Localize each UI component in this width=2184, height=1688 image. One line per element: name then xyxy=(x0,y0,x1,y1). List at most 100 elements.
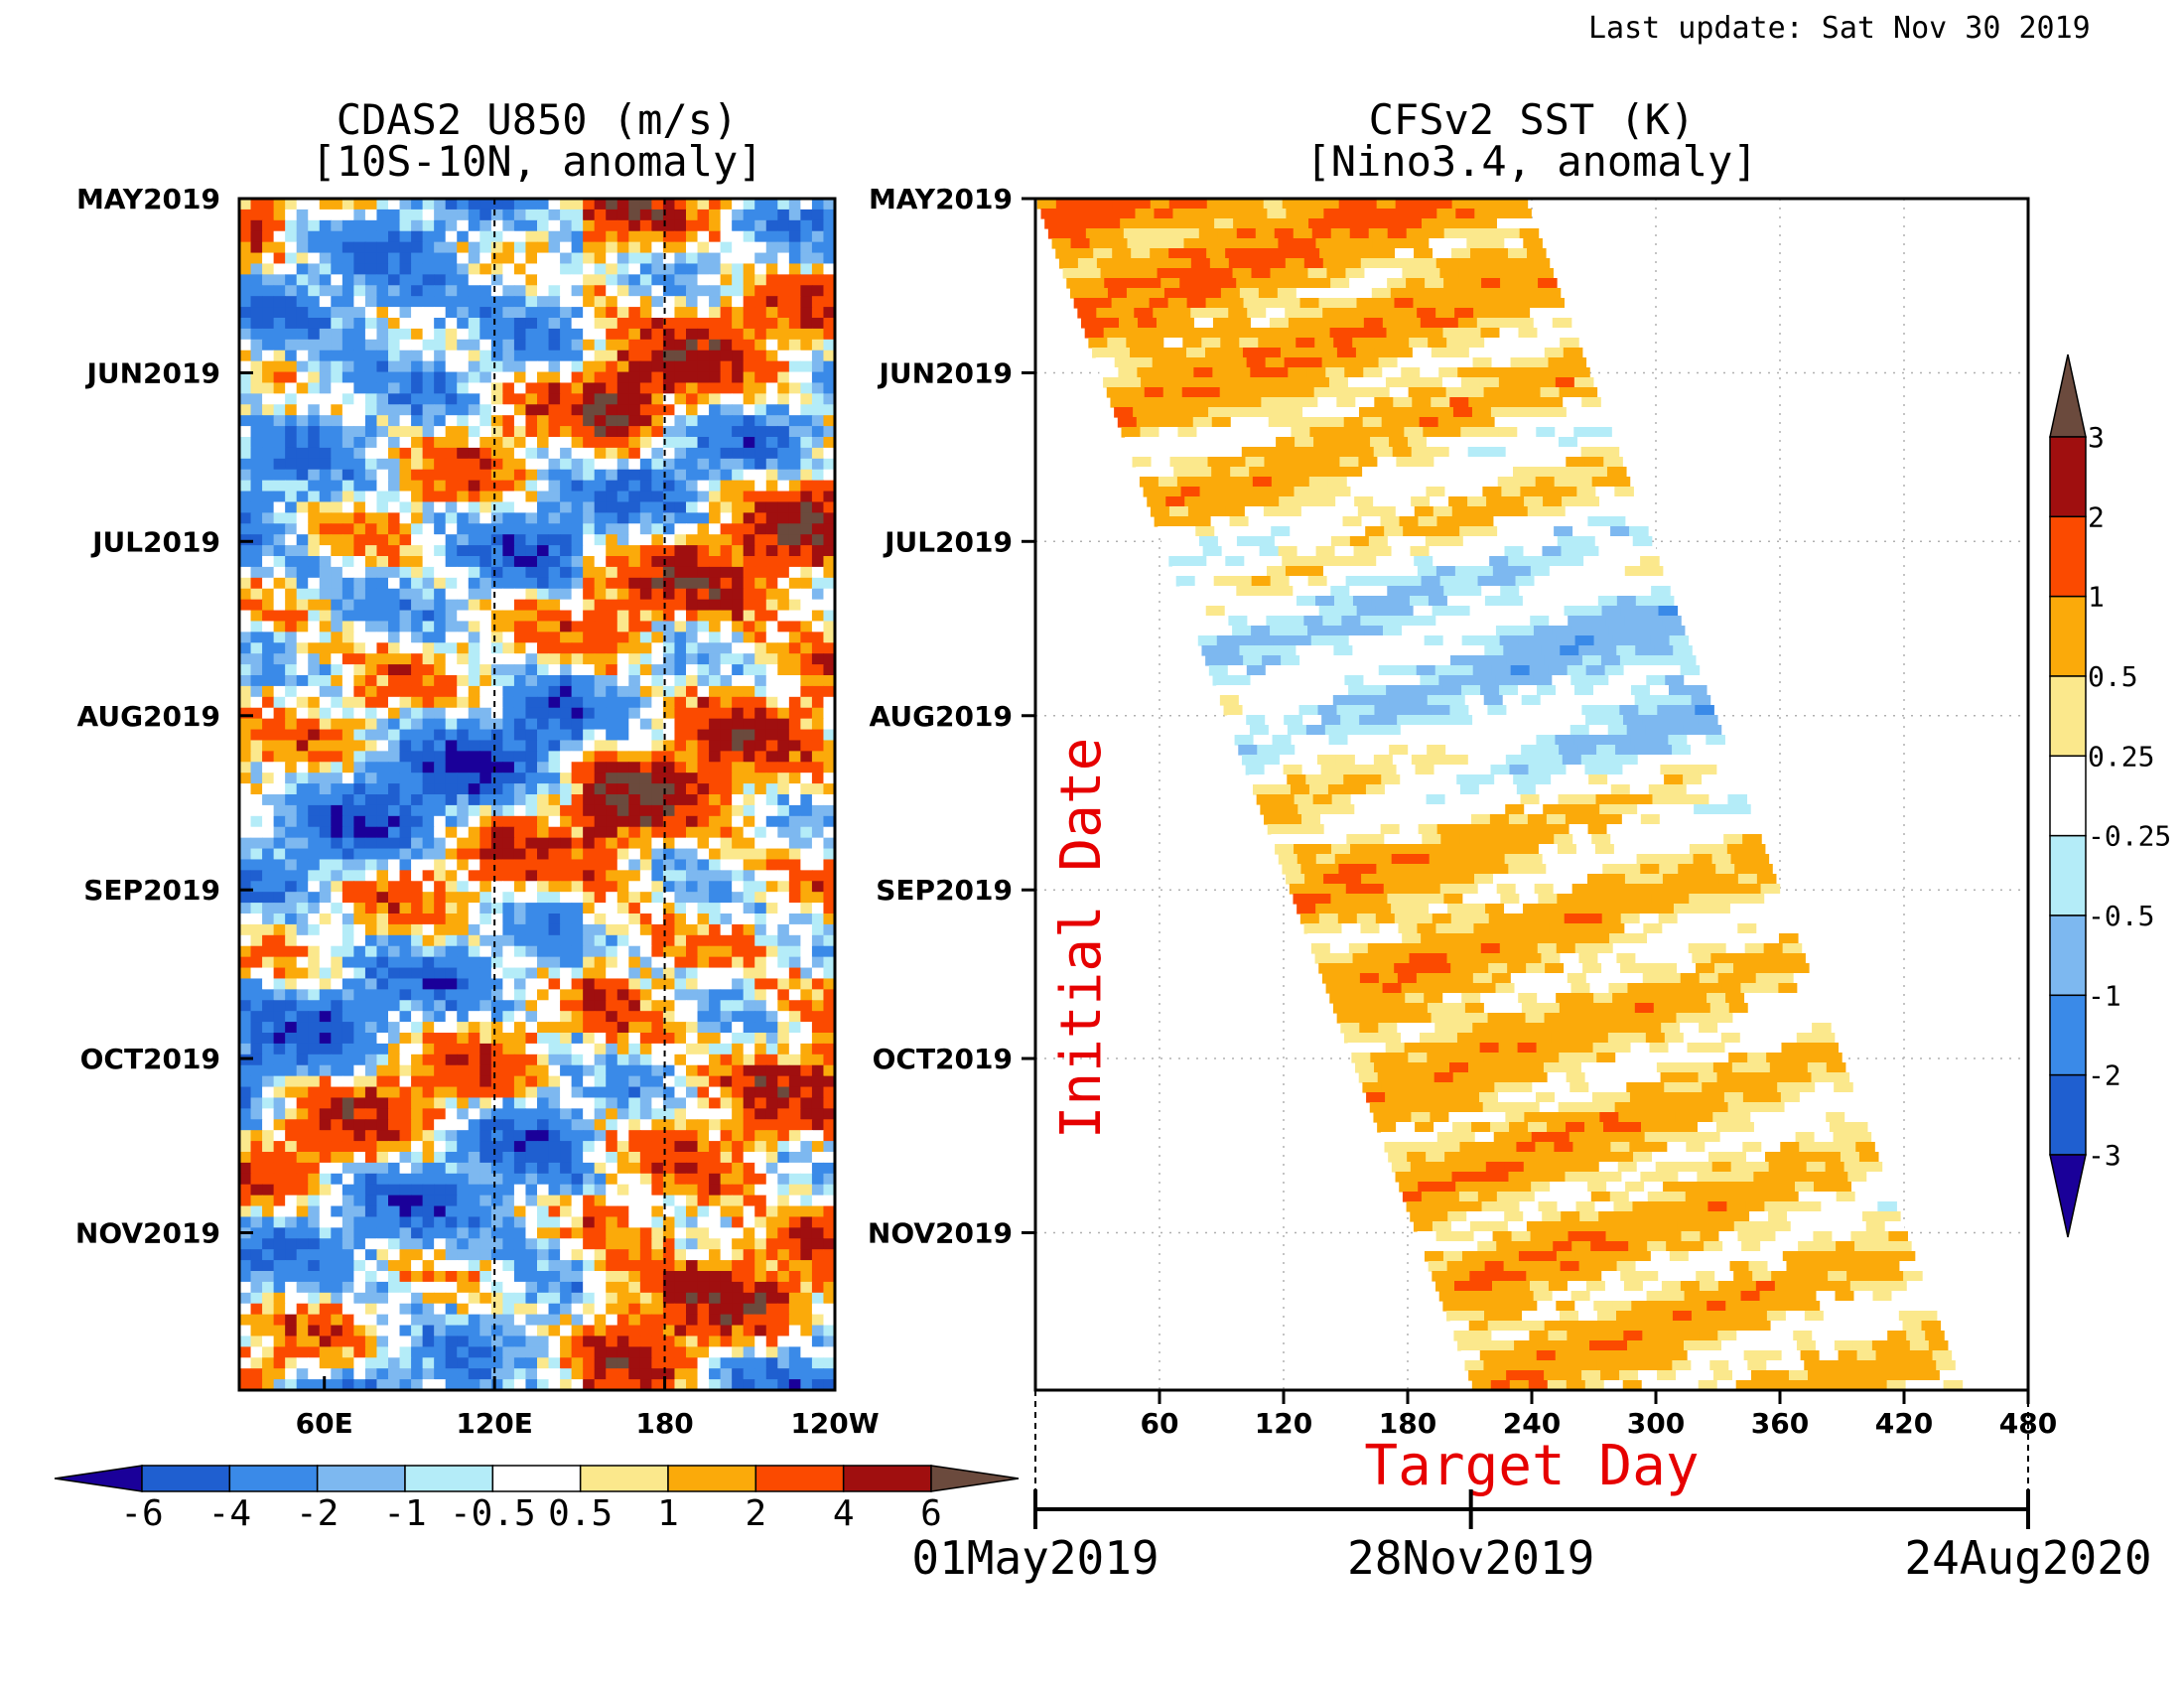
u850-cell xyxy=(445,1022,458,1034)
u850-cell xyxy=(709,199,722,211)
u850-cell xyxy=(239,1064,252,1077)
u850-cell xyxy=(422,404,435,416)
u850-cell xyxy=(445,1108,458,1120)
u850-cell xyxy=(468,1173,480,1186)
u850-cell xyxy=(388,923,401,936)
u850-cell xyxy=(388,415,401,427)
u850-cell xyxy=(720,664,733,676)
u850-cell xyxy=(262,1184,275,1196)
u850-cell xyxy=(811,914,825,925)
u850-cell xyxy=(651,773,664,784)
u850-cell xyxy=(434,1173,447,1186)
u850-cell xyxy=(296,230,309,243)
u850-cell xyxy=(754,1119,767,1131)
u850-cell xyxy=(639,1064,652,1077)
u850-cell xyxy=(490,675,503,687)
u850-cell xyxy=(800,837,813,850)
u850-cell xyxy=(285,426,298,438)
u850-cell xyxy=(422,1184,435,1196)
u850-cell xyxy=(639,1205,652,1218)
u850-cell xyxy=(548,881,561,893)
u850-cell xyxy=(502,610,515,623)
u850-cell xyxy=(788,350,801,362)
u850-cell xyxy=(754,1130,767,1142)
u850-cell xyxy=(331,241,343,254)
u850-cell xyxy=(616,426,629,438)
u850-cell xyxy=(388,447,401,460)
u850-cell xyxy=(388,783,401,795)
u850-cell xyxy=(273,328,286,341)
u850-cell xyxy=(239,610,252,623)
u850-cell xyxy=(537,773,550,784)
u850-cell xyxy=(686,945,699,958)
u850-cell xyxy=(445,1195,458,1207)
u850-cell xyxy=(765,588,778,601)
u850-cell xyxy=(376,1075,389,1088)
u850-cell xyxy=(250,1000,263,1012)
u850-cell xyxy=(502,815,515,828)
u850-cell xyxy=(434,469,447,482)
u850-cell xyxy=(765,783,778,795)
u850-cell xyxy=(376,1000,389,1012)
u850-cell xyxy=(571,967,584,980)
u850-cell xyxy=(674,1022,687,1034)
u850-cell xyxy=(674,978,687,990)
u850-cell xyxy=(388,794,401,806)
u850-cell xyxy=(308,219,321,232)
u850-cell xyxy=(422,696,435,709)
u850-cell xyxy=(686,241,699,254)
u850-cell xyxy=(341,837,354,850)
u850-cell xyxy=(651,1086,664,1099)
u850-cell xyxy=(364,1119,378,1131)
u850-cell xyxy=(811,815,825,828)
u850-cell xyxy=(490,1184,503,1196)
u850-cell xyxy=(800,480,813,492)
u850-cell xyxy=(502,501,515,513)
u850-cell xyxy=(388,664,401,676)
u850-cell xyxy=(319,696,332,709)
u850-cell xyxy=(537,621,550,633)
u850-cell xyxy=(525,685,538,698)
u850-cell xyxy=(434,794,447,806)
u850-cell xyxy=(468,642,480,654)
u850-cell xyxy=(616,881,629,893)
u850-cell xyxy=(583,209,596,221)
u850-cell xyxy=(341,296,354,308)
u850-cell xyxy=(616,762,629,774)
u850-cell xyxy=(502,447,515,460)
u850-cell xyxy=(765,230,778,243)
u850-cell xyxy=(502,923,515,936)
u850-cell xyxy=(513,1033,527,1045)
u850-cell xyxy=(754,230,767,243)
u850-cell xyxy=(250,826,263,839)
u850-cell xyxy=(594,989,607,1001)
u850-cell xyxy=(411,642,424,654)
u850-cell xyxy=(445,653,458,665)
u850-cell xyxy=(525,718,538,731)
u850-cell xyxy=(697,773,710,784)
u850-cell xyxy=(490,545,503,557)
u850-cell xyxy=(662,1227,676,1239)
u850-cell xyxy=(811,1064,825,1077)
u850-cell xyxy=(548,523,561,535)
u850-cell xyxy=(606,751,618,763)
u850-cell xyxy=(548,285,561,297)
u850-cell xyxy=(800,360,813,373)
u850-cell xyxy=(445,1064,458,1077)
u850-cell xyxy=(662,1086,676,1099)
u850-cell xyxy=(262,870,275,882)
u850-cell xyxy=(457,534,470,546)
u850-cell xyxy=(262,360,275,373)
u850-cell xyxy=(765,371,778,384)
u850-cell xyxy=(490,360,503,373)
u850-cell xyxy=(422,382,435,394)
u850-cell xyxy=(709,664,722,676)
u850-cell xyxy=(537,870,550,882)
u850-cell xyxy=(457,848,470,861)
u850-cell xyxy=(674,437,687,449)
u850-cell xyxy=(720,230,733,243)
u850-cell xyxy=(811,923,825,936)
u850-cell xyxy=(479,804,492,817)
u850-cell xyxy=(697,945,710,958)
u850-cell xyxy=(732,632,745,643)
